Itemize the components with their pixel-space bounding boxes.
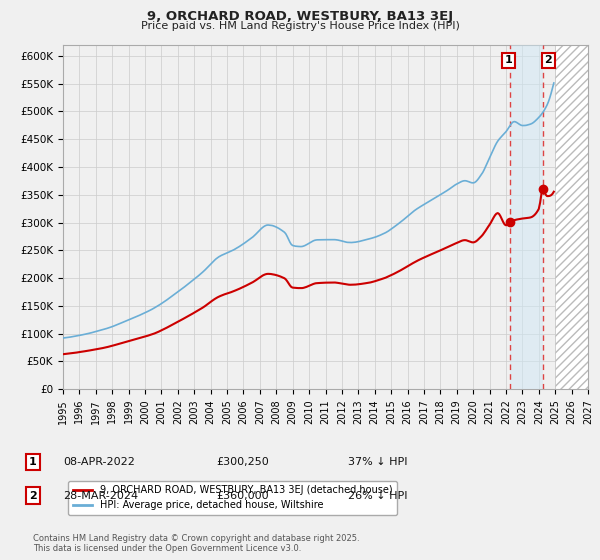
Text: Price paid vs. HM Land Registry's House Price Index (HPI): Price paid vs. HM Land Registry's House … xyxy=(140,21,460,31)
Text: 2: 2 xyxy=(545,55,553,66)
Legend: 9, ORCHARD ROAD, WESTBURY, BA13 3EJ (detached house), HPI: Average price, detach: 9, ORCHARD ROAD, WESTBURY, BA13 3EJ (det… xyxy=(68,480,397,515)
Bar xyxy=(511,45,543,389)
Text: £360,000: £360,000 xyxy=(216,491,269,501)
Text: 28-MAR-2024: 28-MAR-2024 xyxy=(63,491,138,501)
Text: 1: 1 xyxy=(29,457,37,467)
Text: 08-APR-2022: 08-APR-2022 xyxy=(63,457,135,467)
Text: 9, ORCHARD ROAD, WESTBURY, BA13 3EJ: 9, ORCHARD ROAD, WESTBURY, BA13 3EJ xyxy=(147,10,453,23)
Text: 1: 1 xyxy=(505,55,512,66)
Text: £300,250: £300,250 xyxy=(216,457,269,467)
Bar xyxy=(555,45,588,389)
Text: Contains HM Land Registry data © Crown copyright and database right 2025.
This d: Contains HM Land Registry data © Crown c… xyxy=(33,534,359,553)
Text: 37% ↓ HPI: 37% ↓ HPI xyxy=(348,457,407,467)
Text: 2: 2 xyxy=(29,491,37,501)
Bar xyxy=(555,45,588,389)
Text: 26% ↓ HPI: 26% ↓ HPI xyxy=(348,491,407,501)
